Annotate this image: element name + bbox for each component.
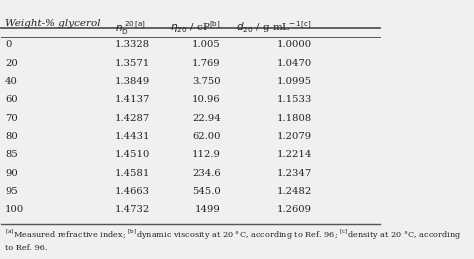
Text: 60: 60 (5, 95, 18, 104)
Text: 22.94: 22.94 (192, 114, 221, 123)
Text: 112.9: 112.9 (192, 150, 221, 160)
Text: 1.3849: 1.3849 (115, 77, 150, 86)
Text: 1.2214: 1.2214 (276, 150, 311, 160)
Text: 1.2609: 1.2609 (277, 205, 311, 214)
Text: 1.4581: 1.4581 (115, 169, 150, 178)
Text: 1.005: 1.005 (192, 40, 221, 49)
Text: 20: 20 (5, 59, 18, 68)
Text: 1.1808: 1.1808 (276, 114, 311, 123)
Text: 1.2079: 1.2079 (276, 132, 311, 141)
Text: 3.750: 3.750 (192, 77, 221, 86)
Text: 0: 0 (5, 40, 11, 49)
Text: 1.0470: 1.0470 (276, 59, 311, 68)
Text: 1.4431: 1.4431 (115, 132, 150, 141)
Text: 1.4732: 1.4732 (115, 205, 150, 214)
Text: 234.6: 234.6 (192, 169, 221, 178)
Text: 1.3328: 1.3328 (115, 40, 150, 49)
Text: 100: 100 (5, 205, 25, 214)
Text: 62.00: 62.00 (192, 132, 221, 141)
Text: 1.4287: 1.4287 (115, 114, 150, 123)
Text: $^{\mathrm{[a]}}$Measured refractive index; $^{\mathrm{[b]}}$dynamic viscosity a: $^{\mathrm{[a]}}$Measured refractive ind… (5, 228, 462, 253)
Text: 1.2482: 1.2482 (276, 187, 311, 196)
Text: $d_{20}$ / g mL$^{-1\,\mathrm{[c]}}$: $d_{20}$ / g mL$^{-1\,\mathrm{[c]}}$ (236, 19, 311, 35)
Text: Weight-% glycerol: Weight-% glycerol (5, 19, 101, 28)
Text: 1.2347: 1.2347 (276, 169, 311, 178)
Text: 1.4137: 1.4137 (115, 95, 150, 104)
Text: 1.0000: 1.0000 (276, 40, 311, 49)
Text: 80: 80 (5, 132, 18, 141)
Text: $\eta_{20}$ / cP$^{\mathrm{[b]}}$: $\eta_{20}$ / cP$^{\mathrm{[b]}}$ (170, 19, 221, 35)
Text: $n_\mathrm{D}^{\;\mathrm{20\,[a]}}$: $n_\mathrm{D}^{\;\mathrm{20\,[a]}}$ (115, 19, 146, 37)
Text: 1.769: 1.769 (192, 59, 221, 68)
Text: 85: 85 (5, 150, 18, 160)
Text: 1.4663: 1.4663 (115, 187, 150, 196)
Text: 40: 40 (5, 77, 18, 86)
Text: 90: 90 (5, 169, 18, 178)
Text: 1.3571: 1.3571 (115, 59, 150, 68)
Text: 10.96: 10.96 (192, 95, 221, 104)
Text: 95: 95 (5, 187, 18, 196)
Text: 1499: 1499 (195, 205, 221, 214)
Text: 1.1533: 1.1533 (276, 95, 311, 104)
Text: 70: 70 (5, 114, 18, 123)
Text: 1.0995: 1.0995 (276, 77, 311, 86)
Text: 545.0: 545.0 (192, 187, 221, 196)
Text: 1.4510: 1.4510 (115, 150, 150, 160)
